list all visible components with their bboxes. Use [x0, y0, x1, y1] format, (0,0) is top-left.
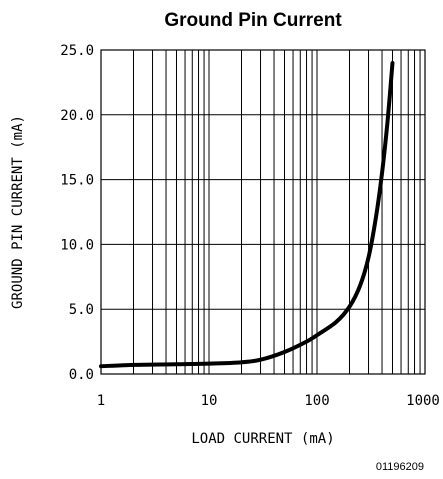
- grid: [100, 49, 426, 375]
- plot-frame: [100, 49, 426, 375]
- y-tick-label: 15.0: [60, 173, 94, 189]
- y-axis-label: GROUND PIN CURRENT (mA): [10, 115, 26, 309]
- figure-id: 01196209: [376, 461, 424, 473]
- x-tick-label: 10: [201, 393, 218, 409]
- x-tick-label: 100: [304, 393, 329, 409]
- y-tick-labels: 0.0 5.0 10.0 15.0 20.0 25.0: [60, 43, 94, 383]
- y-tick-label: 25.0: [60, 43, 94, 59]
- chart-title: Ground Pin Current: [164, 10, 342, 31]
- y-tick-label: 10.0: [60, 237, 94, 253]
- x-tick-label: 1: [97, 393, 105, 409]
- y-tick-label: 20.0: [60, 108, 94, 124]
- x-tick-labels: 1 10 100 1000: [97, 393, 440, 409]
- y-tick-label: 5.0: [69, 302, 94, 318]
- x-axis-label: LOAD CURRENT (mA): [191, 431, 334, 447]
- x-tick-label: 1000: [406, 393, 440, 409]
- series-line: [99, 60, 395, 369]
- y-tick-label: 0.0: [69, 367, 94, 383]
